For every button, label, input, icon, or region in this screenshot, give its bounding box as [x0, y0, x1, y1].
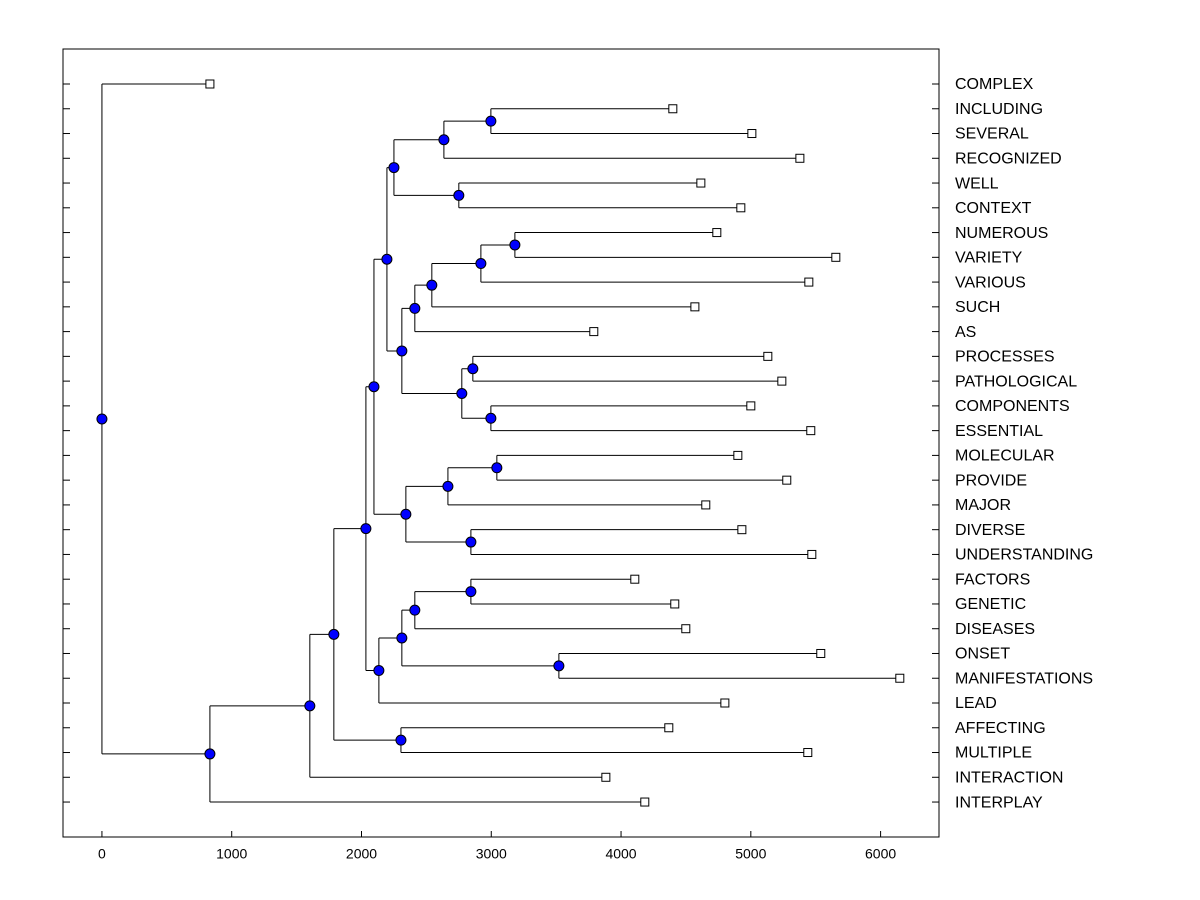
leaf: [668, 104, 678, 114]
leaf-label: MOLECULAR: [955, 448, 1055, 465]
node: [491, 462, 503, 474]
leaf: [720, 698, 730, 708]
node: [465, 586, 477, 598]
node: [360, 523, 372, 535]
leaf: [696, 178, 706, 188]
leaf-label: INCLUDING: [955, 101, 1043, 118]
leaf: [782, 475, 792, 485]
leaf-label: LEAD: [955, 695, 997, 712]
leaf-label: GENETIC: [955, 596, 1026, 613]
node: [409, 302, 421, 314]
x-tick-label: 5000: [735, 846, 766, 862]
leaf-label: DIVERSE: [955, 522, 1025, 539]
node: [204, 748, 216, 760]
leaf-label: PROCESSES: [955, 349, 1055, 366]
leaf: [205, 79, 215, 89]
leaf: [640, 797, 650, 807]
leaf: [701, 500, 711, 510]
leaf-label: DISEASES: [955, 621, 1035, 638]
leaf-label: SUCH: [955, 299, 1000, 316]
leaf: [712, 228, 722, 238]
leaf: [804, 277, 814, 287]
node: [426, 279, 438, 291]
leaf-label: PATHOLOGICAL: [955, 373, 1077, 390]
leaf-label: AS: [955, 324, 976, 341]
leaf: [681, 624, 691, 634]
node: [396, 632, 408, 644]
node: [553, 660, 565, 672]
leaf-label: ESSENTIAL: [955, 423, 1043, 440]
leaf-label: MANIFESTATIONS: [955, 670, 1093, 687]
x-tick-label: 2000: [346, 846, 377, 862]
node: [438, 134, 450, 146]
node: [304, 700, 316, 712]
leaf: [803, 748, 813, 758]
node: [368, 381, 380, 393]
x-tick-label: 4000: [605, 846, 636, 862]
leaf: [670, 599, 680, 609]
node: [400, 508, 412, 520]
leaf-label: AFFECTING: [955, 720, 1046, 737]
leaf: [777, 376, 787, 386]
leaf-label: PROVIDE: [955, 472, 1027, 489]
node: [465, 536, 477, 548]
leaf: [895, 673, 905, 683]
node: [388, 162, 400, 174]
node: [475, 258, 487, 270]
leaf-label: FACTORS: [955, 571, 1030, 588]
node: [373, 665, 385, 677]
leaf: [736, 203, 746, 213]
leaf: [733, 450, 743, 460]
plot-frame: [62, 48, 940, 838]
leaf-label: CONTEXT: [955, 200, 1032, 217]
leaf: [630, 574, 640, 584]
leaf: [746, 401, 756, 411]
leaf-label: INTERACTION: [955, 769, 1063, 786]
leaf: [690, 302, 700, 312]
node: [381, 253, 393, 265]
leaf: [737, 525, 747, 535]
leaf: [589, 327, 599, 337]
node: [442, 480, 454, 492]
leaf-label: NUMEROUS: [955, 225, 1048, 242]
x-tick-label: 6000: [865, 846, 896, 862]
leaf: [664, 723, 674, 733]
node: [409, 604, 421, 616]
leaf-label: COMPLEX: [955, 76, 1034, 93]
leaf: [601, 772, 611, 782]
node: [96, 413, 108, 425]
leaf-label: VARIETY: [955, 250, 1023, 267]
leaf: [795, 153, 805, 163]
node: [485, 412, 497, 424]
leaf-label: VARIOUS: [955, 274, 1026, 291]
node: [485, 115, 497, 127]
leaf: [747, 129, 757, 139]
leaf: [807, 549, 817, 559]
leaf-label: RECOGNIZED: [955, 150, 1062, 167]
leaf-label: COMPONENTS: [955, 398, 1070, 415]
node: [453, 189, 465, 201]
leaf-label: UNDERSTANDING: [955, 547, 1093, 564]
leaf: [763, 351, 773, 361]
leaf-label: WELL: [955, 175, 999, 192]
leaf: [831, 252, 841, 262]
leaf-label: ONSET: [955, 646, 1010, 663]
leaf-label: INTERPLAY: [955, 794, 1043, 811]
node: [509, 239, 521, 251]
leaf: [816, 648, 826, 658]
node: [467, 363, 479, 375]
leaf: [806, 426, 816, 436]
x-tick-label: 1000: [216, 846, 247, 862]
node: [396, 345, 408, 357]
x-tick-label: 0: [98, 846, 106, 862]
leaf-label: MULTIPLE: [955, 745, 1032, 762]
node: [328, 628, 340, 640]
node: [395, 734, 407, 746]
x-tick-label: 3000: [476, 846, 507, 862]
node: [456, 388, 468, 399]
leaf-label: MAJOR: [955, 497, 1011, 514]
leaf-label: SEVERAL: [955, 126, 1029, 143]
